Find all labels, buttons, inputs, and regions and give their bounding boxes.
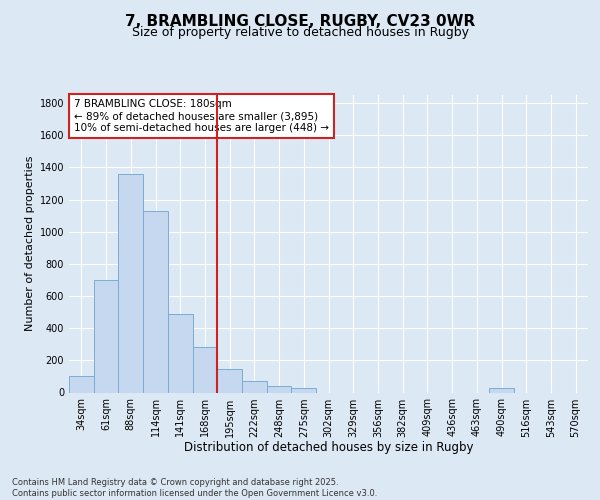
Text: 7, BRAMBLING CLOSE, RUGBY, CV23 0WR: 7, BRAMBLING CLOSE, RUGBY, CV23 0WR [125, 14, 475, 29]
Bar [118, 174, 143, 392]
Text: Size of property relative to detached houses in Rugby: Size of property relative to detached ho… [131, 26, 469, 39]
Bar [242, 381, 267, 392]
Bar [94, 280, 118, 392]
Bar [69, 376, 94, 392]
Bar [489, 388, 514, 392]
Bar [267, 386, 292, 392]
Bar [193, 348, 217, 393]
Bar [292, 388, 316, 392]
Bar [168, 314, 193, 392]
Bar [143, 211, 168, 392]
Text: Contains HM Land Registry data © Crown copyright and database right 2025.
Contai: Contains HM Land Registry data © Crown c… [12, 478, 377, 498]
X-axis label: Distribution of detached houses by size in Rugby: Distribution of detached houses by size … [184, 441, 473, 454]
Y-axis label: Number of detached properties: Number of detached properties [25, 156, 35, 332]
Bar [217, 369, 242, 392]
Text: 7 BRAMBLING CLOSE: 180sqm
← 89% of detached houses are smaller (3,895)
10% of se: 7 BRAMBLING CLOSE: 180sqm ← 89% of detac… [74, 100, 329, 132]
